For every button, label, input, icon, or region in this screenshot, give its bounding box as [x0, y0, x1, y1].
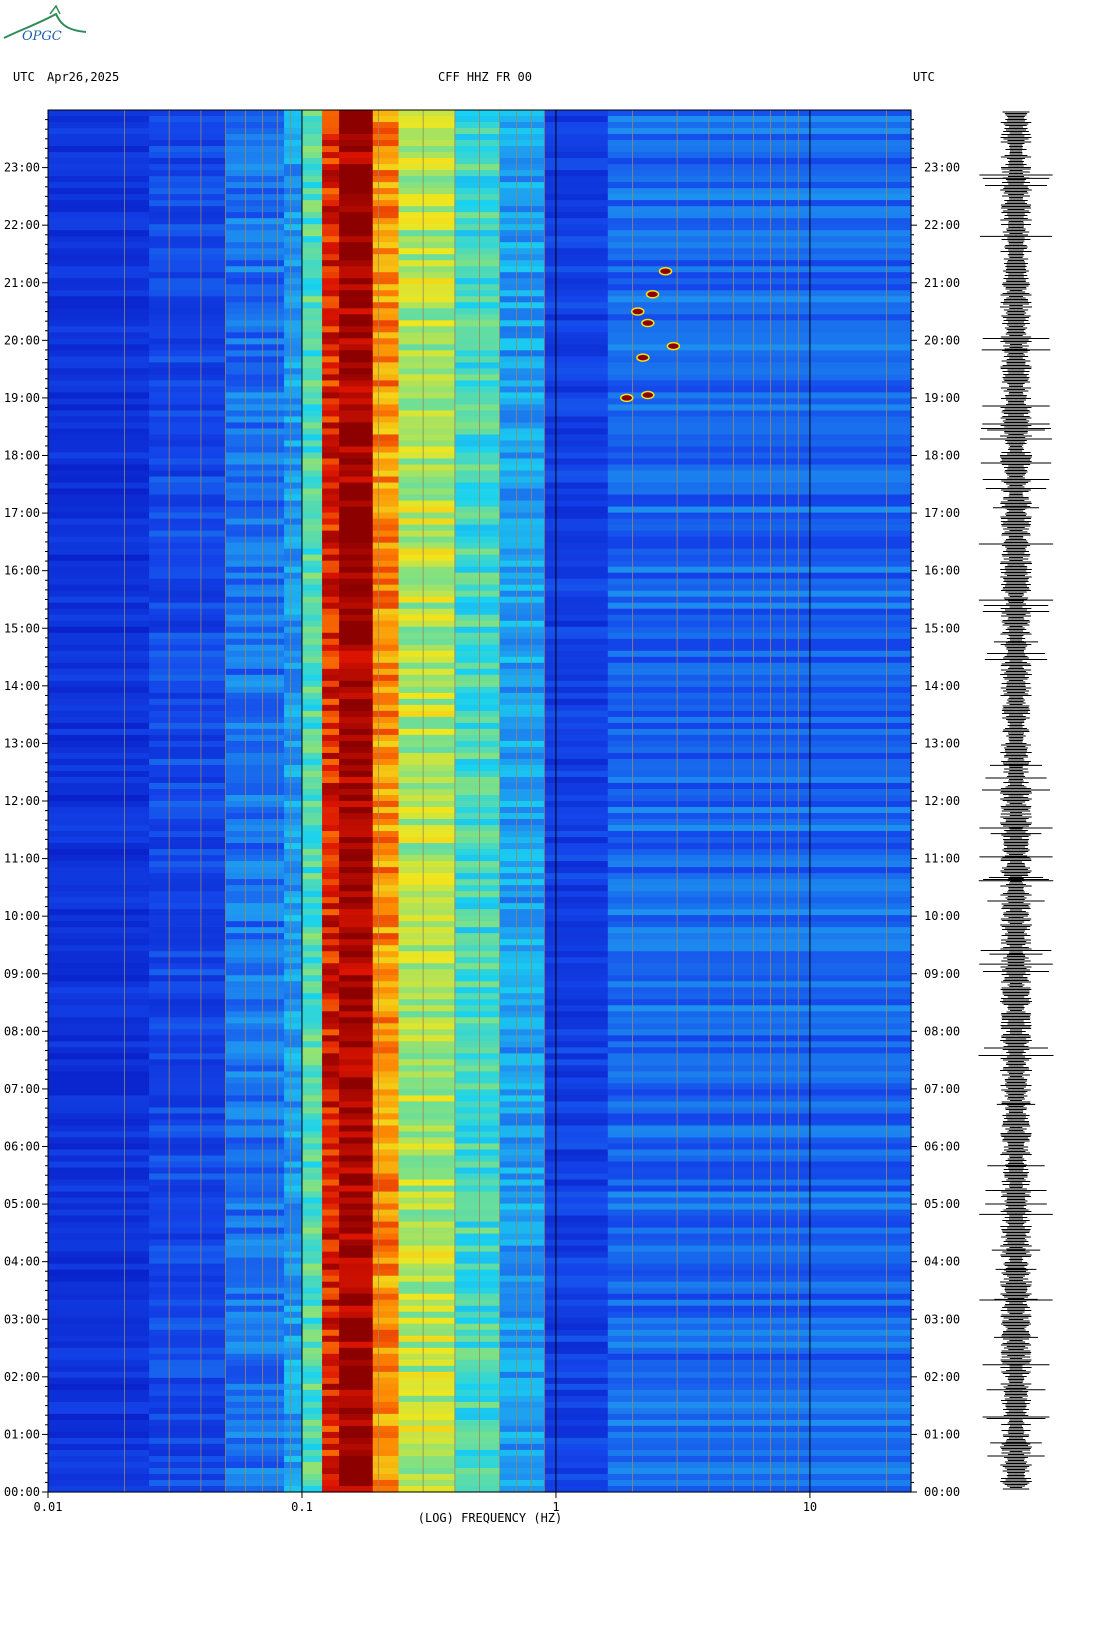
heatmap-band	[339, 110, 374, 1493]
utc-left-label: UTC	[13, 70, 35, 84]
logo: OPGC	[0, 0, 100, 50]
y-tick-label: 12:00	[4, 794, 40, 808]
y-tick-label: 16:00	[4, 564, 40, 578]
event-marker	[645, 290, 660, 299]
y-tick-label: 19:00	[924, 391, 960, 405]
event-marker	[666, 341, 681, 351]
heatmap-band	[544, 110, 609, 1493]
y-tick-label: 03:00	[924, 1312, 960, 1326]
event-marker	[620, 393, 634, 403]
y-tick-label: 13:00	[924, 736, 960, 750]
logo-text: OPGC	[22, 29, 62, 44]
y-tick-label: 11:00	[4, 852, 40, 866]
y-tick-label: 11:00	[924, 852, 960, 866]
y-tick-label: 21:00	[924, 276, 960, 290]
y-tick-label: 18:00	[4, 449, 40, 463]
heatmap-band	[284, 110, 303, 1493]
y-tick-label: 21:00	[4, 276, 40, 290]
y-tick-label: 05:00	[4, 1197, 40, 1211]
spectrogram-heatmap	[48, 110, 912, 1493]
frequency-axis: 0.01 0.1 1 10	[34, 1492, 817, 1514]
y-tick-label: 02:00	[924, 1370, 960, 1384]
seismogram-trace	[978, 111, 1054, 1490]
heatmap-band	[398, 110, 456, 1493]
y-tick-label: 23:00	[924, 161, 960, 175]
heatmap-band	[48, 110, 150, 1493]
event-markers	[620, 266, 681, 403]
y-tick-label: 09:00	[924, 967, 960, 981]
x-tick-label: 0.01	[34, 1500, 63, 1514]
y-tick-label: 00:00	[924, 1485, 960, 1499]
y-tick-label: 05:00	[924, 1197, 960, 1211]
y-tick-label: 14:00	[4, 679, 40, 693]
y-tick-label: 02:00	[4, 1370, 40, 1384]
y-tick-label: 20:00	[924, 333, 960, 347]
event-marker	[631, 307, 645, 316]
y-tick-label: 17:00	[924, 506, 960, 520]
x-tick-label: 0.1	[291, 1500, 313, 1514]
y-tick-label: 15:00	[924, 621, 960, 635]
heatmap-band	[454, 110, 501, 1493]
y-tick-label: 10:00	[924, 909, 960, 923]
y-tick-label: 17:00	[4, 506, 40, 520]
y-tick-label: 20:00	[4, 333, 40, 347]
x-tick-label: 1	[552, 1500, 559, 1514]
y-tick-label: 22:00	[924, 218, 960, 232]
time-axis: 00:00 00:00 01:00 01:00 02:00 02:00 03:00 03:00…	[4, 119, 960, 1499]
y-tick-label: 00:00	[4, 1485, 40, 1499]
y-tick-label: 06:00	[924, 1140, 960, 1154]
logo-swoosh	[3, 12, 87, 39]
y-tick-label: 06:00	[4, 1140, 40, 1154]
heatmap-band	[225, 110, 285, 1493]
event-marker	[641, 318, 655, 328]
utc-right-label: UTC	[913, 70, 935, 84]
y-tick-label: 12:00	[924, 794, 960, 808]
y-tick-label: 15:00	[4, 621, 40, 635]
y-tick-label: 19:00	[4, 391, 40, 405]
station-label: CFF HHZ FR 00	[438, 70, 532, 84]
y-tick-label: 01:00	[4, 1427, 40, 1441]
y-tick-label: 14:00	[924, 679, 960, 693]
y-tick-label: 01:00	[924, 1427, 960, 1441]
heatmap-band	[607, 110, 912, 1493]
y-tick-label: 04:00	[4, 1255, 40, 1269]
trace-path	[978, 111, 1054, 1490]
y-tick-label: 08:00	[4, 1024, 40, 1038]
heatmap-band	[149, 110, 227, 1493]
y-tick-label: 16:00	[924, 564, 960, 578]
event-marker	[641, 390, 655, 400]
y-tick-label: 07:00	[4, 1082, 40, 1096]
x-axis-label: (LOG) FREQUENCY (HZ)	[418, 1511, 563, 1525]
y-tick-label: 07:00	[924, 1082, 960, 1096]
x-tick-label: 10	[803, 1500, 817, 1514]
heatmap-band	[301, 110, 323, 1493]
date-label: Apr26,2025	[47, 70, 120, 84]
y-tick-label: 18:00	[924, 449, 960, 463]
y-tick-label: 10:00	[4, 909, 40, 923]
y-tick-label: 08:00	[924, 1024, 960, 1038]
event-marker	[636, 353, 650, 362]
heatmap-band	[372, 110, 400, 1493]
y-tick-label: 22:00	[4, 218, 40, 232]
y-tick-label: 13:00	[4, 736, 40, 750]
y-tick-label: 23:00	[4, 161, 40, 175]
heatmap-band	[322, 110, 340, 1493]
y-tick-label: 03:00	[4, 1312, 40, 1326]
y-tick-label: 04:00	[924, 1255, 960, 1269]
heatmap-band	[499, 110, 545, 1493]
event-marker	[658, 266, 673, 276]
y-tick-label: 09:00	[4, 967, 40, 981]
